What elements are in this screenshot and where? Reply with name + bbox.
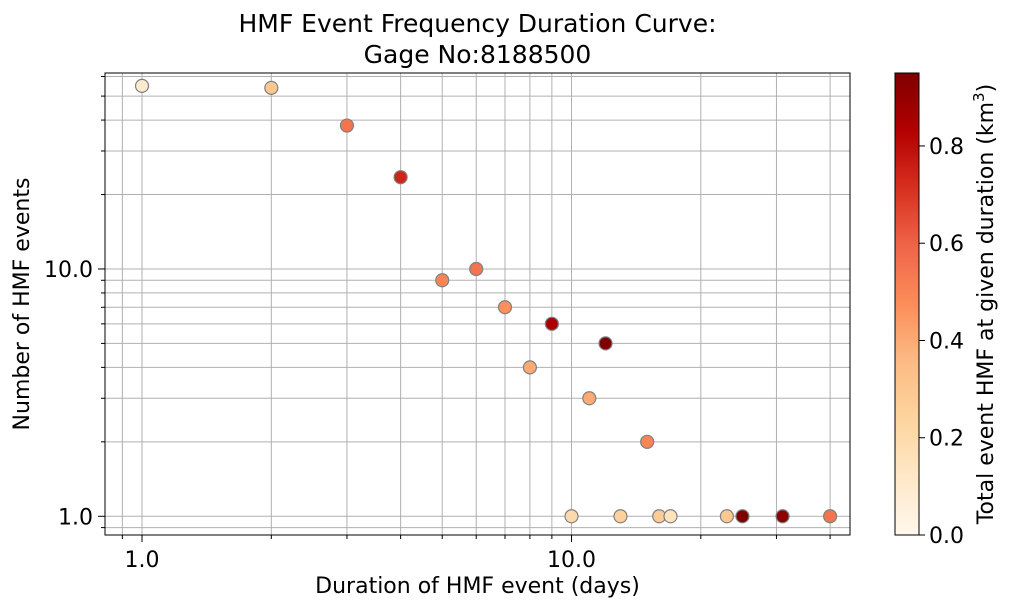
scatter-point	[598, 336, 613, 351]
scatter-point	[663, 509, 678, 524]
colorbar-tick-label: 0.0	[929, 524, 964, 549]
scatter-point	[719, 509, 734, 524]
colorbar-label: Total event HMF at given duration (km3)	[970, 84, 999, 525]
colorbar-label-superscript: 3	[970, 92, 988, 102]
scatter-point	[582, 391, 597, 406]
scatter-point	[775, 509, 790, 524]
colorbar-tick-label: 0.2	[929, 427, 964, 452]
chart-title-line1: HMF Event Frequency Duration Curve:	[238, 9, 716, 38]
scatter-point	[522, 360, 538, 375]
scatter-point	[339, 118, 355, 133]
scatter-point	[564, 509, 579, 524]
grid-lines	[105, 73, 850, 535]
scatter-point	[469, 261, 484, 277]
scatter-point	[264, 80, 279, 95]
plot-area-frame	[104, 72, 851, 536]
colorbar-tick-label: 0.6	[929, 232, 964, 257]
colorbar-label-end: )	[974, 84, 999, 93]
y-axis-label: Number of HMF events	[10, 178, 35, 431]
scatter-points	[134, 78, 838, 524]
x-axis-label: Duration of HMF event (days)	[315, 574, 640, 599]
y-tick-label: 10.0	[44, 258, 93, 283]
colorbar-tick-label: 0.8	[929, 135, 964, 160]
scatter-point	[497, 300, 513, 315]
colorbar: 0.0 0.2 0.4 0.6 0.8 Total event HMF at given…	[894, 72, 999, 549]
scatter-point	[823, 509, 838, 524]
scatter-point	[435, 273, 450, 288]
scatter-point	[134, 78, 150, 93]
axis-ticks: 1.0 10.0 1.0 10.0	[44, 76, 831, 573]
colorbar-ticks: 0.0 0.2 0.4 0.6 0.8	[919, 135, 964, 549]
scatter-point	[735, 509, 750, 524]
y-tick-label: 1.0	[58, 505, 93, 530]
colorbar-tick-label: 0.4	[929, 329, 964, 354]
scatter-point	[613, 509, 628, 524]
colorbar-gradient	[894, 72, 920, 536]
x-tick-label: 10.0	[547, 548, 596, 573]
chart-title-line2: Gage No:8188500	[364, 40, 592, 69]
x-tick-label: 1.0	[125, 548, 160, 573]
scatter-point	[544, 316, 559, 331]
scatter-point	[640, 434, 655, 449]
colorbar-label-main: Total event HMF at given duration (km	[974, 102, 999, 525]
scatter-point	[393, 170, 408, 185]
